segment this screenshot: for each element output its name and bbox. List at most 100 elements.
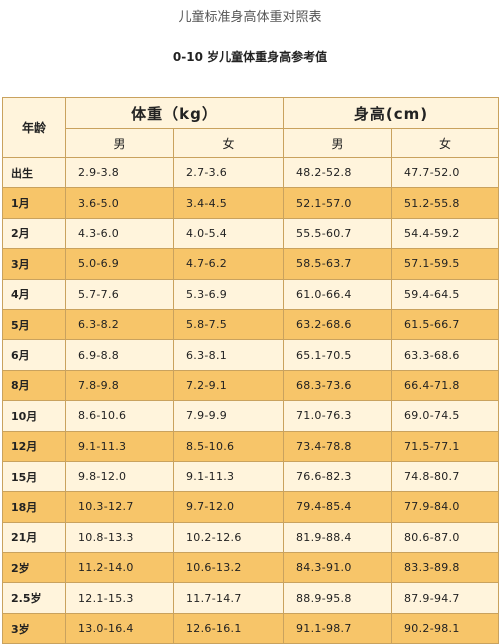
height-male-cell: 68.3-73.6	[283, 369, 392, 402]
weight-female-cell: 4.0-5.4	[173, 217, 284, 250]
weight-male-cell: 5.7-7.6	[65, 278, 174, 310]
weight-female-header: 女	[173, 128, 284, 158]
age-cell: 3月	[2, 248, 66, 280]
height-female-cell: 57.1-59.5	[390, 248, 500, 280]
height-weight-table: 年龄 体重（kg） 身高(cm) 男 女 男 女 出生 2.9-3.8 2.7-3.…	[2, 97, 500, 644]
age-cell: 3岁	[2, 612, 66, 644]
table-row: 2月 4.3-6.0 4.0-5.4 55.5-60.7 54.4-59.2	[2, 217, 500, 250]
weight-female-cell: 7.2-9.1	[173, 369, 284, 402]
weight-female-cell: 7.9-9.9	[173, 400, 284, 432]
age-cell: 5月	[2, 308, 66, 341]
weight-male-cell: 3.6-5.0	[65, 187, 174, 219]
height-female-cell: 74.8-80.7	[390, 460, 500, 493]
height-male-cell: 79.4-85.4	[283, 491, 392, 523]
age-cell: 18月	[2, 491, 66, 523]
height-female-header: 女	[390, 128, 500, 158]
weight-female-cell: 4.7-6.2	[173, 248, 284, 280]
height-female-cell: 61.5-66.7	[390, 308, 500, 341]
age-cell: 10月	[2, 400, 66, 432]
height-female-cell: 47.7-52.0	[390, 156, 500, 189]
height-male-cell: 63.2-68.6	[283, 308, 392, 341]
table-row: 6月 6.9-8.8 6.3-8.1 65.1-70.5 63.3-68.6	[2, 339, 500, 371]
weight-female-cell: 12.6-16.1	[173, 612, 284, 644]
age-cell: 2月	[2, 217, 66, 250]
height-male-cell: 61.0-66.4	[283, 278, 392, 310]
table-row: 8月 7.8-9.8 7.2-9.1 68.3-73.6 66.4-71.8	[2, 369, 500, 402]
weight-group-header: 体重（kg）	[65, 97, 284, 129]
weight-male-cell: 6.9-8.8	[65, 339, 174, 371]
height-female-cell: 71.5-77.1	[390, 430, 500, 462]
table-row: 18月 10.3-12.7 9.7-12.0 79.4-85.4 77.9-84.0	[2, 491, 500, 523]
age-cell: 12月	[2, 430, 66, 462]
height-female-cell: 63.3-68.6	[390, 339, 500, 371]
weight-male-cell: 12.1-15.3	[65, 582, 174, 614]
table-row: 12月 9.1-11.3 8.5-10.6 73.4-78.8 71.5-77.1	[2, 430, 500, 462]
weight-female-cell: 2.7-3.6	[173, 156, 284, 189]
weight-male-cell: 5.0-6.9	[65, 248, 174, 280]
height-male-cell: 81.9-88.4	[283, 521, 392, 554]
weight-female-cell: 6.3-8.1	[173, 339, 284, 371]
weight-male-cell: 10.3-12.7	[65, 491, 174, 523]
height-female-cell: 59.4-64.5	[390, 278, 500, 310]
weight-male-cell: 2.9-3.8	[65, 156, 174, 189]
age-cell: 21月	[2, 521, 66, 554]
height-female-cell: 66.4-71.8	[390, 369, 500, 402]
height-male-cell: 48.2-52.8	[283, 156, 392, 189]
weight-female-cell: 5.3-6.9	[173, 278, 284, 310]
table-row: 3月 5.0-6.9 4.7-6.2 58.5-63.7 57.1-59.5	[2, 248, 500, 280]
weight-female-cell: 3.4-4.5	[173, 187, 284, 219]
weight-female-cell: 10.2-12.6	[173, 521, 284, 554]
age-cell: 6月	[2, 339, 66, 371]
height-male-cell: 71.0-76.3	[283, 400, 392, 432]
table-row: 出生 2.9-3.8 2.7-3.6 48.2-52.8 47.7-52.0	[2, 156, 500, 189]
weight-male-cell: 7.8-9.8	[65, 369, 174, 402]
table-row: 3岁 13.0-16.4 12.6-16.1 91.1-98.7 90.2-98.1	[2, 612, 500, 644]
weight-male-cell: 9.1-11.3	[65, 430, 174, 462]
age-cell: 出生	[2, 156, 66, 189]
height-male-header: 男	[283, 128, 392, 158]
height-female-cell: 80.6-87.0	[390, 521, 500, 554]
height-male-cell: 55.5-60.7	[283, 217, 392, 250]
age-cell: 4月	[2, 278, 66, 310]
weight-male-cell: 9.8-12.0	[65, 460, 174, 493]
table-row: 2岁 11.2-14.0 10.6-13.2 84.3-91.0 83.3-89.8	[2, 552, 500, 584]
height-male-cell: 84.3-91.0	[283, 552, 392, 584]
height-male-cell: 52.1-57.0	[283, 187, 392, 219]
weight-female-cell: 10.6-13.2	[173, 552, 284, 584]
height-male-cell: 91.1-98.7	[283, 612, 392, 644]
weight-female-cell: 5.8-7.5	[173, 308, 284, 341]
table-subtitle: 0-10 岁儿童体重身高参考值	[172, 50, 328, 64]
age-cell: 15月	[2, 460, 66, 493]
weight-male-header: 男	[65, 128, 174, 158]
height-male-cell: 73.4-78.8	[283, 430, 392, 462]
weight-female-cell: 8.5-10.6	[173, 430, 284, 462]
age-cell: 2岁	[2, 552, 66, 584]
table-row: 1月 3.6-5.0 3.4-4.5 52.1-57.0 51.2-55.8	[2, 187, 500, 219]
table-row: 2.5岁 12.1-15.3 11.7-14.7 88.9-95.8 87.9-94.7	[2, 582, 500, 614]
height-female-cell: 83.3-89.8	[390, 552, 500, 584]
weight-female-cell: 9.1-11.3	[173, 460, 284, 493]
table-row: 15月 9.8-12.0 9.1-11.3 76.6-82.3 74.8-80.7	[2, 460, 500, 493]
table-row: 10月 8.6-10.6 7.9-9.9 71.0-76.3 69.0-74.5	[2, 400, 500, 432]
page-title: 儿童标准身高体重对照表	[178, 10, 322, 25]
table-body: 出生 2.9-3.8 2.7-3.6 48.2-52.8 47.7-52.0 1月 3.6-…	[2, 156, 500, 644]
height-female-cell: 51.2-55.8	[390, 187, 500, 219]
weight-male-cell: 8.6-10.6	[65, 400, 174, 432]
height-male-cell: 88.9-95.8	[283, 582, 392, 614]
weight-female-cell: 9.7-12.0	[173, 491, 284, 523]
height-female-cell: 54.4-59.2	[390, 217, 500, 250]
table-row: 21月 10.8-13.3 10.2-12.6 81.9-88.4 80.6-87.0	[2, 521, 500, 554]
weight-male-cell: 10.8-13.3	[65, 521, 174, 554]
weight-female-cell: 11.7-14.7	[173, 582, 284, 614]
height-male-cell: 76.6-82.3	[283, 460, 392, 493]
table-header: 年龄 体重（kg） 身高(cm) 男 女 男 女	[2, 97, 500, 158]
height-male-cell: 58.5-63.7	[283, 248, 392, 280]
height-male-cell: 65.1-70.5	[283, 339, 392, 371]
table-row: 5月 6.3-8.2 5.8-7.5 63.2-68.6 61.5-66.7	[2, 308, 500, 341]
weight-male-cell: 6.3-8.2	[65, 308, 174, 341]
age-cell: 8月	[2, 369, 66, 402]
weight-male-cell: 11.2-14.0	[65, 552, 174, 584]
age-cell: 1月	[2, 187, 66, 219]
weight-male-cell: 4.3-6.0	[65, 217, 174, 250]
height-female-cell: 77.9-84.0	[390, 491, 500, 523]
